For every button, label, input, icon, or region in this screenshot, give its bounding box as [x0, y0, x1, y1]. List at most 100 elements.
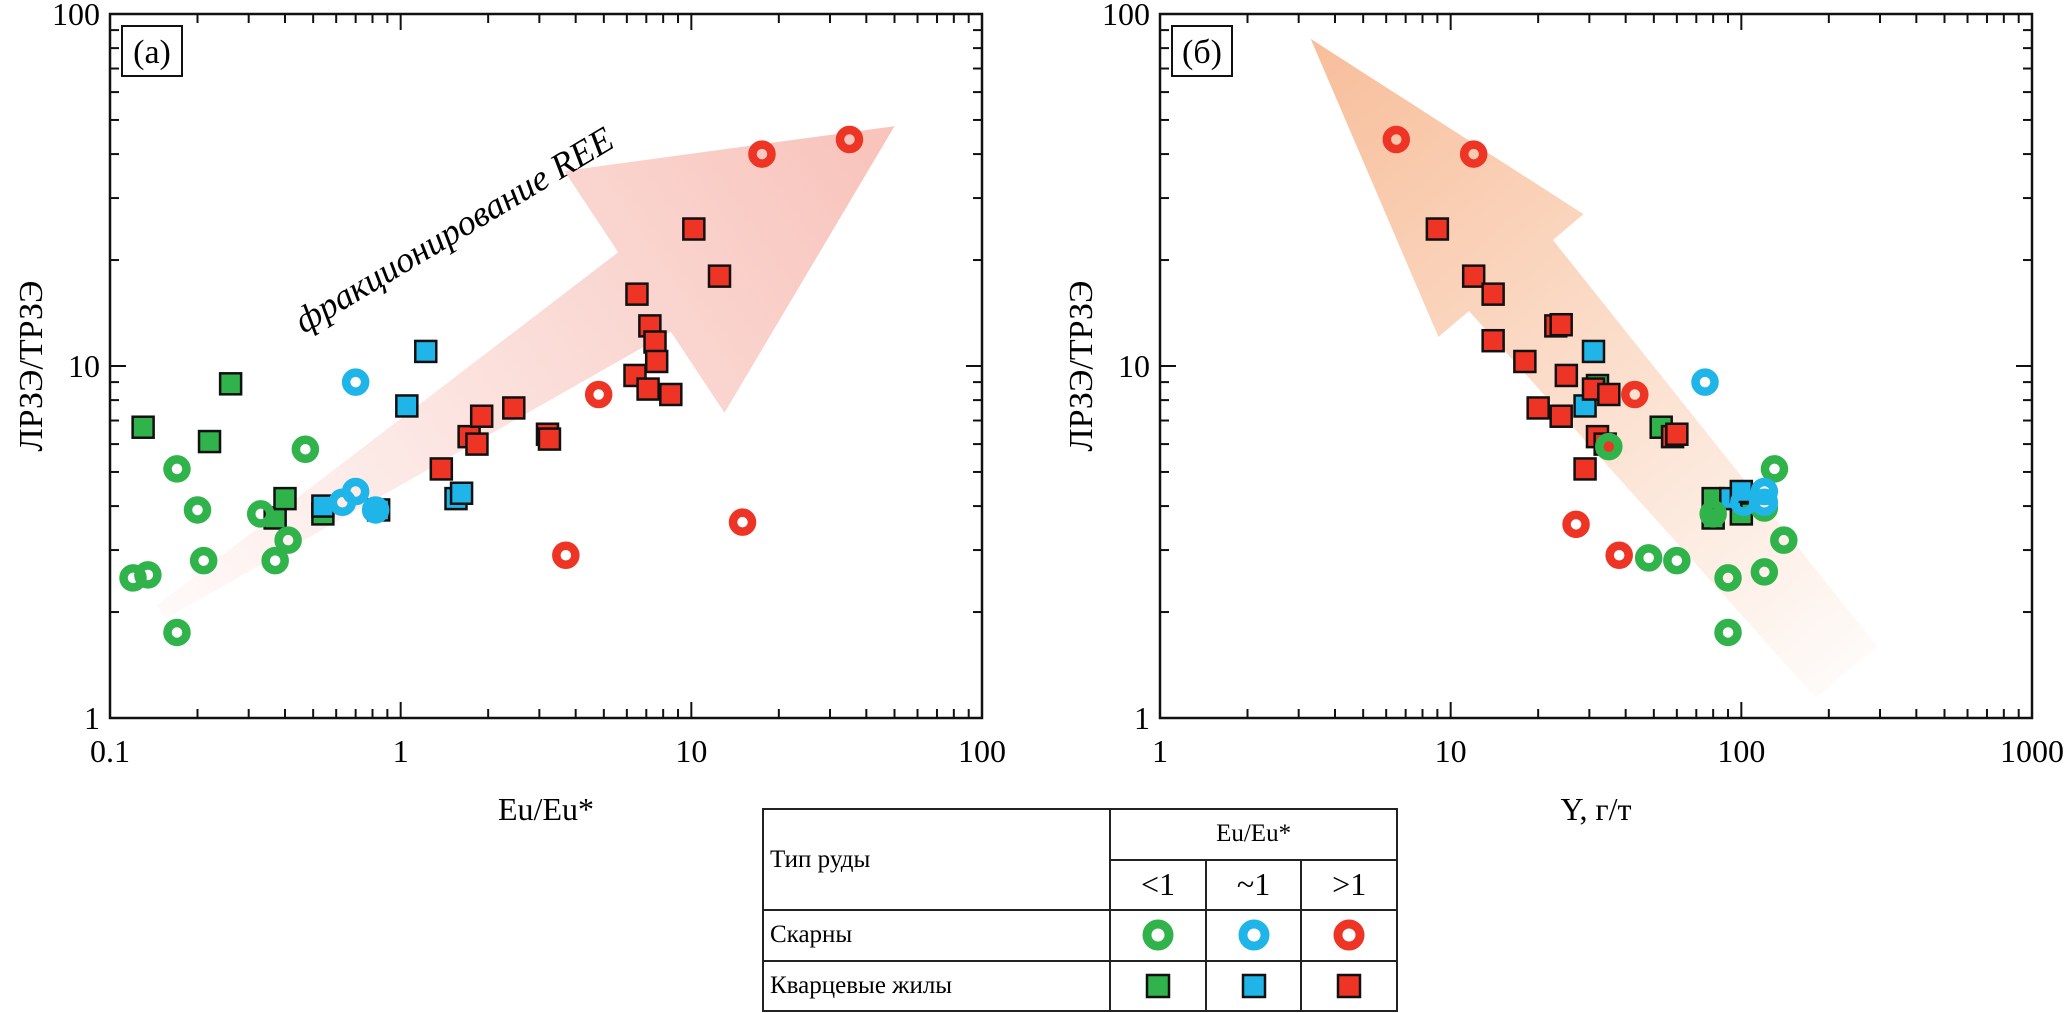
data-point-ring — [1595, 432, 1623, 461]
x-tick-label: 0.1 — [90, 733, 130, 769]
blue-square-icon — [1241, 973, 1266, 998]
red-square-icon — [1336, 973, 1362, 998]
data-point-ring — [261, 546, 289, 575]
y-axis-label: ЛРЗЭ/ТРЗЭ — [13, 281, 50, 452]
legend-header-ratio: Eu/Eu* — [1109, 808, 1398, 861]
legend-col-gt1: >1 — [1300, 858, 1398, 911]
data-point-square — [502, 396, 526, 420]
legend-col-lt1: <1 — [1109, 858, 1207, 911]
x-tick-label: 1 — [1152, 733, 1168, 769]
x-tick-label: 1000 — [2000, 733, 2064, 769]
data-point-square — [537, 427, 562, 451]
panel-a-chart: 0.1 1 10 100110100Eu/Eu*ЛРЗЭ/ТРЗЭ(а)фракцио… — [13, 0, 1006, 827]
data-point-ring — [246, 500, 275, 528]
y-tick-label: 1 — [84, 700, 100, 736]
data-point-square — [1481, 282, 1505, 306]
data-point-square — [1549, 312, 1573, 337]
data-point-ring — [835, 125, 864, 154]
data-point-square — [395, 394, 419, 418]
series-ring-red — [1382, 125, 1649, 569]
data-point-ring — [291, 435, 320, 464]
green-square-icon — [1145, 973, 1171, 998]
data-point-square — [625, 282, 649, 306]
data-point-ring — [341, 368, 370, 396]
data-point-square — [469, 404, 494, 428]
legend-vein-green — [1109, 959, 1207, 1012]
data-point-ring — [728, 508, 757, 536]
trend-arrow — [1310, 38, 1878, 698]
legend-vein-red — [1300, 959, 1398, 1012]
data-point-ring — [1605, 541, 1633, 569]
legend-col-approx1: ~1 — [1204, 858, 1303, 911]
panel-label-box — [121, 25, 183, 77]
x-tick-label: 10 — [675, 733, 707, 769]
data-point-ring — [163, 455, 191, 483]
data-point-square — [429, 457, 454, 481]
data-point-ring — [1562, 510, 1590, 539]
data-point-ring — [1663, 546, 1691, 575]
green-ring-icon — [1142, 919, 1174, 951]
data-point-ring — [189, 546, 218, 575]
x-axis-label: Eu/Eu* — [498, 791, 594, 827]
data-point-ring — [1714, 618, 1742, 647]
y-axis-label: ЛРЗЭ/ТРЗЭ — [1063, 281, 1100, 452]
data-point-ring — [1634, 544, 1663, 572]
data-point-square — [131, 415, 155, 439]
data-point-square — [1554, 363, 1579, 388]
x-tick-label: 1 — [393, 733, 409, 769]
x-axis-label: Y, г/т — [1561, 791, 1632, 827]
data-point-ring — [163, 618, 191, 647]
data-point-square — [1526, 396, 1550, 420]
y-tick-label: 100 — [52, 0, 100, 32]
series-square-red — [429, 217, 732, 481]
data-point-square — [1549, 404, 1573, 428]
data-point-ring — [584, 380, 613, 409]
series-ring-blue — [328, 368, 390, 524]
data-point-square — [1461, 264, 1486, 288]
series-square-red — [1425, 217, 1689, 481]
data-point-square — [449, 481, 474, 506]
series-ring-green — [119, 435, 320, 647]
data-point-ring — [1691, 368, 1719, 396]
data-point-ring — [274, 526, 302, 554]
data-point-square — [1597, 382, 1621, 407]
legend-skarn-red — [1300, 909, 1398, 962]
data-point-square — [1481, 328, 1505, 353]
legend-skarn-green — [1109, 909, 1207, 962]
data-point-square — [197, 429, 222, 454]
legend-row-skarn: Скарны — [761, 909, 1112, 962]
data-point-square — [682, 217, 706, 241]
panel-label-box — [1171, 25, 1233, 77]
data-point-ring — [1714, 564, 1742, 592]
legend-vein-blue — [1204, 959, 1303, 1012]
y-tick-label: 10 — [68, 348, 100, 384]
y-tick-label: 100 — [1102, 0, 1150, 32]
data-point-square — [636, 377, 660, 401]
blue-ring-icon — [1238, 919, 1270, 951]
data-point-square — [659, 382, 683, 407]
data-point-ring — [1699, 500, 1727, 528]
legend-row-vein: Кварцевые жилы — [761, 959, 1112, 1012]
legend-skarn-blue — [1204, 909, 1303, 962]
x-tick-label: 10 — [1435, 733, 1467, 769]
data-point-square — [465, 432, 489, 456]
data-point-square — [218, 372, 243, 396]
y-tick-label: 1 — [1134, 700, 1150, 736]
data-point-ring — [1459, 140, 1488, 168]
data-point-ring — [1750, 488, 1779, 517]
data-point-square — [1581, 339, 1606, 364]
data-point-ring — [1760, 455, 1789, 483]
data-point-square — [1513, 349, 1537, 374]
data-point-square — [414, 339, 438, 364]
panel-b-chart: 1 10 100 1000 1 10 100 Y, г/т ЛРЗЭ/ТРЗЭ (б) — [1063, 0, 2064, 827]
series-ring-red — [552, 125, 864, 569]
data-point-ring — [183, 496, 212, 524]
x-tick-label: 100 — [1717, 733, 1765, 769]
panel-label: (а) — [133, 34, 171, 71]
data-point-square — [1665, 422, 1689, 446]
data-point-ring — [1750, 477, 1779, 506]
y-tick-label: 10 — [1118, 348, 1150, 384]
data-point-ring — [1382, 125, 1411, 154]
data-point-ring — [1750, 558, 1779, 586]
